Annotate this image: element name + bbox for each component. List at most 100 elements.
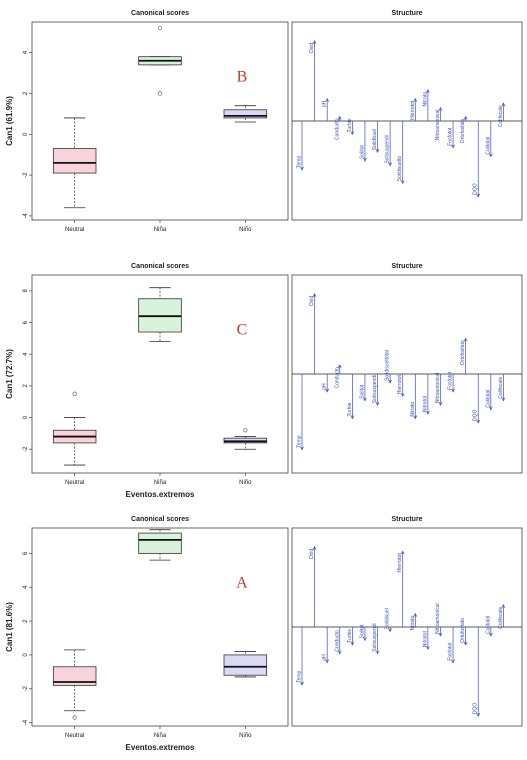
- x-tick-label: Neutral: [65, 733, 84, 739]
- structure-arrowhead: [400, 180, 405, 185]
- structure-arrowhead: [300, 446, 304, 451]
- outlier-point: [72, 391, 77, 396]
- structure-arrowhead: [476, 712, 481, 717]
- structure-variable-label: Colitotal: [485, 137, 491, 155]
- structure-arrowhead: [438, 632, 443, 637]
- structure-variable-label: Temp: [297, 156, 303, 168]
- structure-variable-label: Solisuspendi: [385, 135, 391, 163]
- structure-arrowhead: [426, 646, 430, 651]
- structure-arrowhead: [463, 641, 468, 646]
- structure-arrowhead: [325, 388, 329, 393]
- structure-arrowhead: [388, 162, 392, 167]
- structure-variable-label: Ortofosfato: [460, 118, 466, 143]
- structure-arrowhead: [501, 603, 506, 608]
- structure-arrowhead: [451, 144, 455, 149]
- y-tick-label: -4: [23, 213, 29, 219]
- y-tick-label: -2: [23, 172, 29, 178]
- box-niña: [138, 532, 182, 554]
- structure-variable-label: Temp: [297, 670, 303, 682]
- structure-variable-label: Oxid: [309, 43, 315, 54]
- structure-arrowhead: [363, 157, 367, 162]
- x-tick-label: Niña: [154, 227, 167, 233]
- structure-arrowhead: [476, 193, 481, 198]
- y-tick-label: 0: [23, 653, 29, 657]
- x-axis-label: Eventos.extremos: [126, 743, 195, 752]
- chart-panel-a: Canonical scores Structure -4 -2 0 2 4 6 Can1 (8…: [0, 506, 527, 759]
- structure-variable-label: Nitrato: [410, 402, 416, 417]
- chart-svg: Canonical scores Structure -4 -2 0 2 4 Can1 (61…: [5, 10, 523, 233]
- structure-arrowhead: [388, 379, 392, 384]
- structure-variable-label: DQO: [473, 703, 479, 715]
- structure-arrowhead: [388, 628, 392, 633]
- structure-variable-label: Nitroamonical: [435, 110, 441, 141]
- x-tick-label: Niño: [239, 227, 252, 233]
- y-tick-label: 0: [23, 415, 29, 419]
- structure-variable-label: pH: [322, 100, 328, 107]
- structure-arrowhead: [489, 153, 493, 158]
- structure-variable-label: Solidisuel: [372, 129, 378, 150]
- structure-variable-label: Turbie: [347, 118, 353, 132]
- structure-arrowhead: [451, 659, 455, 664]
- outlier-point: [243, 428, 248, 433]
- structure-arrowhead: [375, 402, 380, 406]
- structure-arrowhead: [350, 131, 355, 136]
- structure-variable-label: Nitroamonical: [435, 373, 441, 404]
- structure-arrowhead: [363, 397, 367, 402]
- x-tick-label: Neutral: [65, 480, 84, 486]
- structure-variable-label: Ortofosfato: [460, 340, 466, 365]
- y-axis-label: Can1 (72.7%): [5, 349, 14, 399]
- structure-arrowhead: [375, 650, 380, 655]
- structure-variable-label: Solisuspendi: [372, 623, 378, 651]
- structure-arrowhead: [312, 40, 317, 44]
- structure-variable-label: Fosfotot: [448, 371, 454, 390]
- chart-title: Canonical scores: [131, 263, 189, 270]
- outlier-point: [72, 715, 77, 720]
- structure-variable-label: Hierrotot: [397, 553, 403, 573]
- y-tick-label: 2: [23, 619, 29, 623]
- structure-arrowhead: [337, 364, 342, 369]
- structure-variable-label: Conducto: [334, 118, 340, 140]
- structure-title: Structure: [391, 10, 422, 17]
- y-tick-label: 2: [23, 384, 29, 388]
- structure-variable-label: Colifecale: [498, 377, 504, 399]
- structure-variable-label: Solidisuel: [385, 608, 391, 629]
- panel-label: B: [237, 68, 248, 85]
- structure-title: Structure: [391, 516, 422, 523]
- structure-arrowhead: [413, 97, 418, 102]
- plot-frame: [31, 21, 289, 221]
- x-tick-label: Niña: [154, 733, 167, 739]
- structure-variable-label: Fosfotot: [448, 642, 454, 661]
- y-tick-label: -2: [23, 685, 29, 691]
- chart-title: Canonical scores: [131, 10, 189, 17]
- structure-variable-label: Conducto: [334, 630, 340, 652]
- structure-variable-label: Oxid: [309, 296, 315, 307]
- structure-variable-label: Conducto: [334, 367, 340, 389]
- structure-variable-label: Solidisuelto: [397, 156, 403, 182]
- y-tick-label: -2: [23, 446, 29, 452]
- structure-variable-label: Solisuspendi: [372, 375, 378, 403]
- y-tick-label: 6: [23, 320, 29, 324]
- structure-variable-label: DQO: [473, 410, 479, 422]
- chart-svg: Canonical scores Structure -4 -2 0 2 4 6 Can1 (8…: [5, 516, 523, 752]
- structure-arrowhead: [400, 550, 405, 555]
- y-tick-label: 6: [23, 551, 29, 555]
- x-tick-label: Neutral: [65, 227, 84, 233]
- y-axis-label: Can1 (61.9%): [5, 96, 14, 146]
- structure-variable-label: Solitot: [359, 384, 365, 399]
- structure-arrowhead: [463, 115, 468, 120]
- structure-arrowhead: [337, 115, 342, 120]
- structure-arrowhead: [463, 337, 468, 342]
- structure-arrowhead: [438, 106, 443, 111]
- y-tick-label: 4: [23, 585, 29, 589]
- structure-arrowhead: [325, 659, 329, 664]
- structure-arrowhead: [501, 397, 506, 402]
- structure-arrowhead: [438, 402, 443, 406]
- structure-arrowhead: [413, 415, 418, 420]
- structure-arrowhead: [501, 102, 506, 107]
- outlier-point: [157, 91, 163, 96]
- structure-variable-label: Colitotal: [485, 390, 491, 408]
- structure-arrowhead: [400, 393, 405, 398]
- structure-arrowhead: [337, 650, 342, 655]
- structure-arrowhead: [476, 419, 481, 424]
- structure-variable-label: Solidisueltotal: [385, 350, 391, 381]
